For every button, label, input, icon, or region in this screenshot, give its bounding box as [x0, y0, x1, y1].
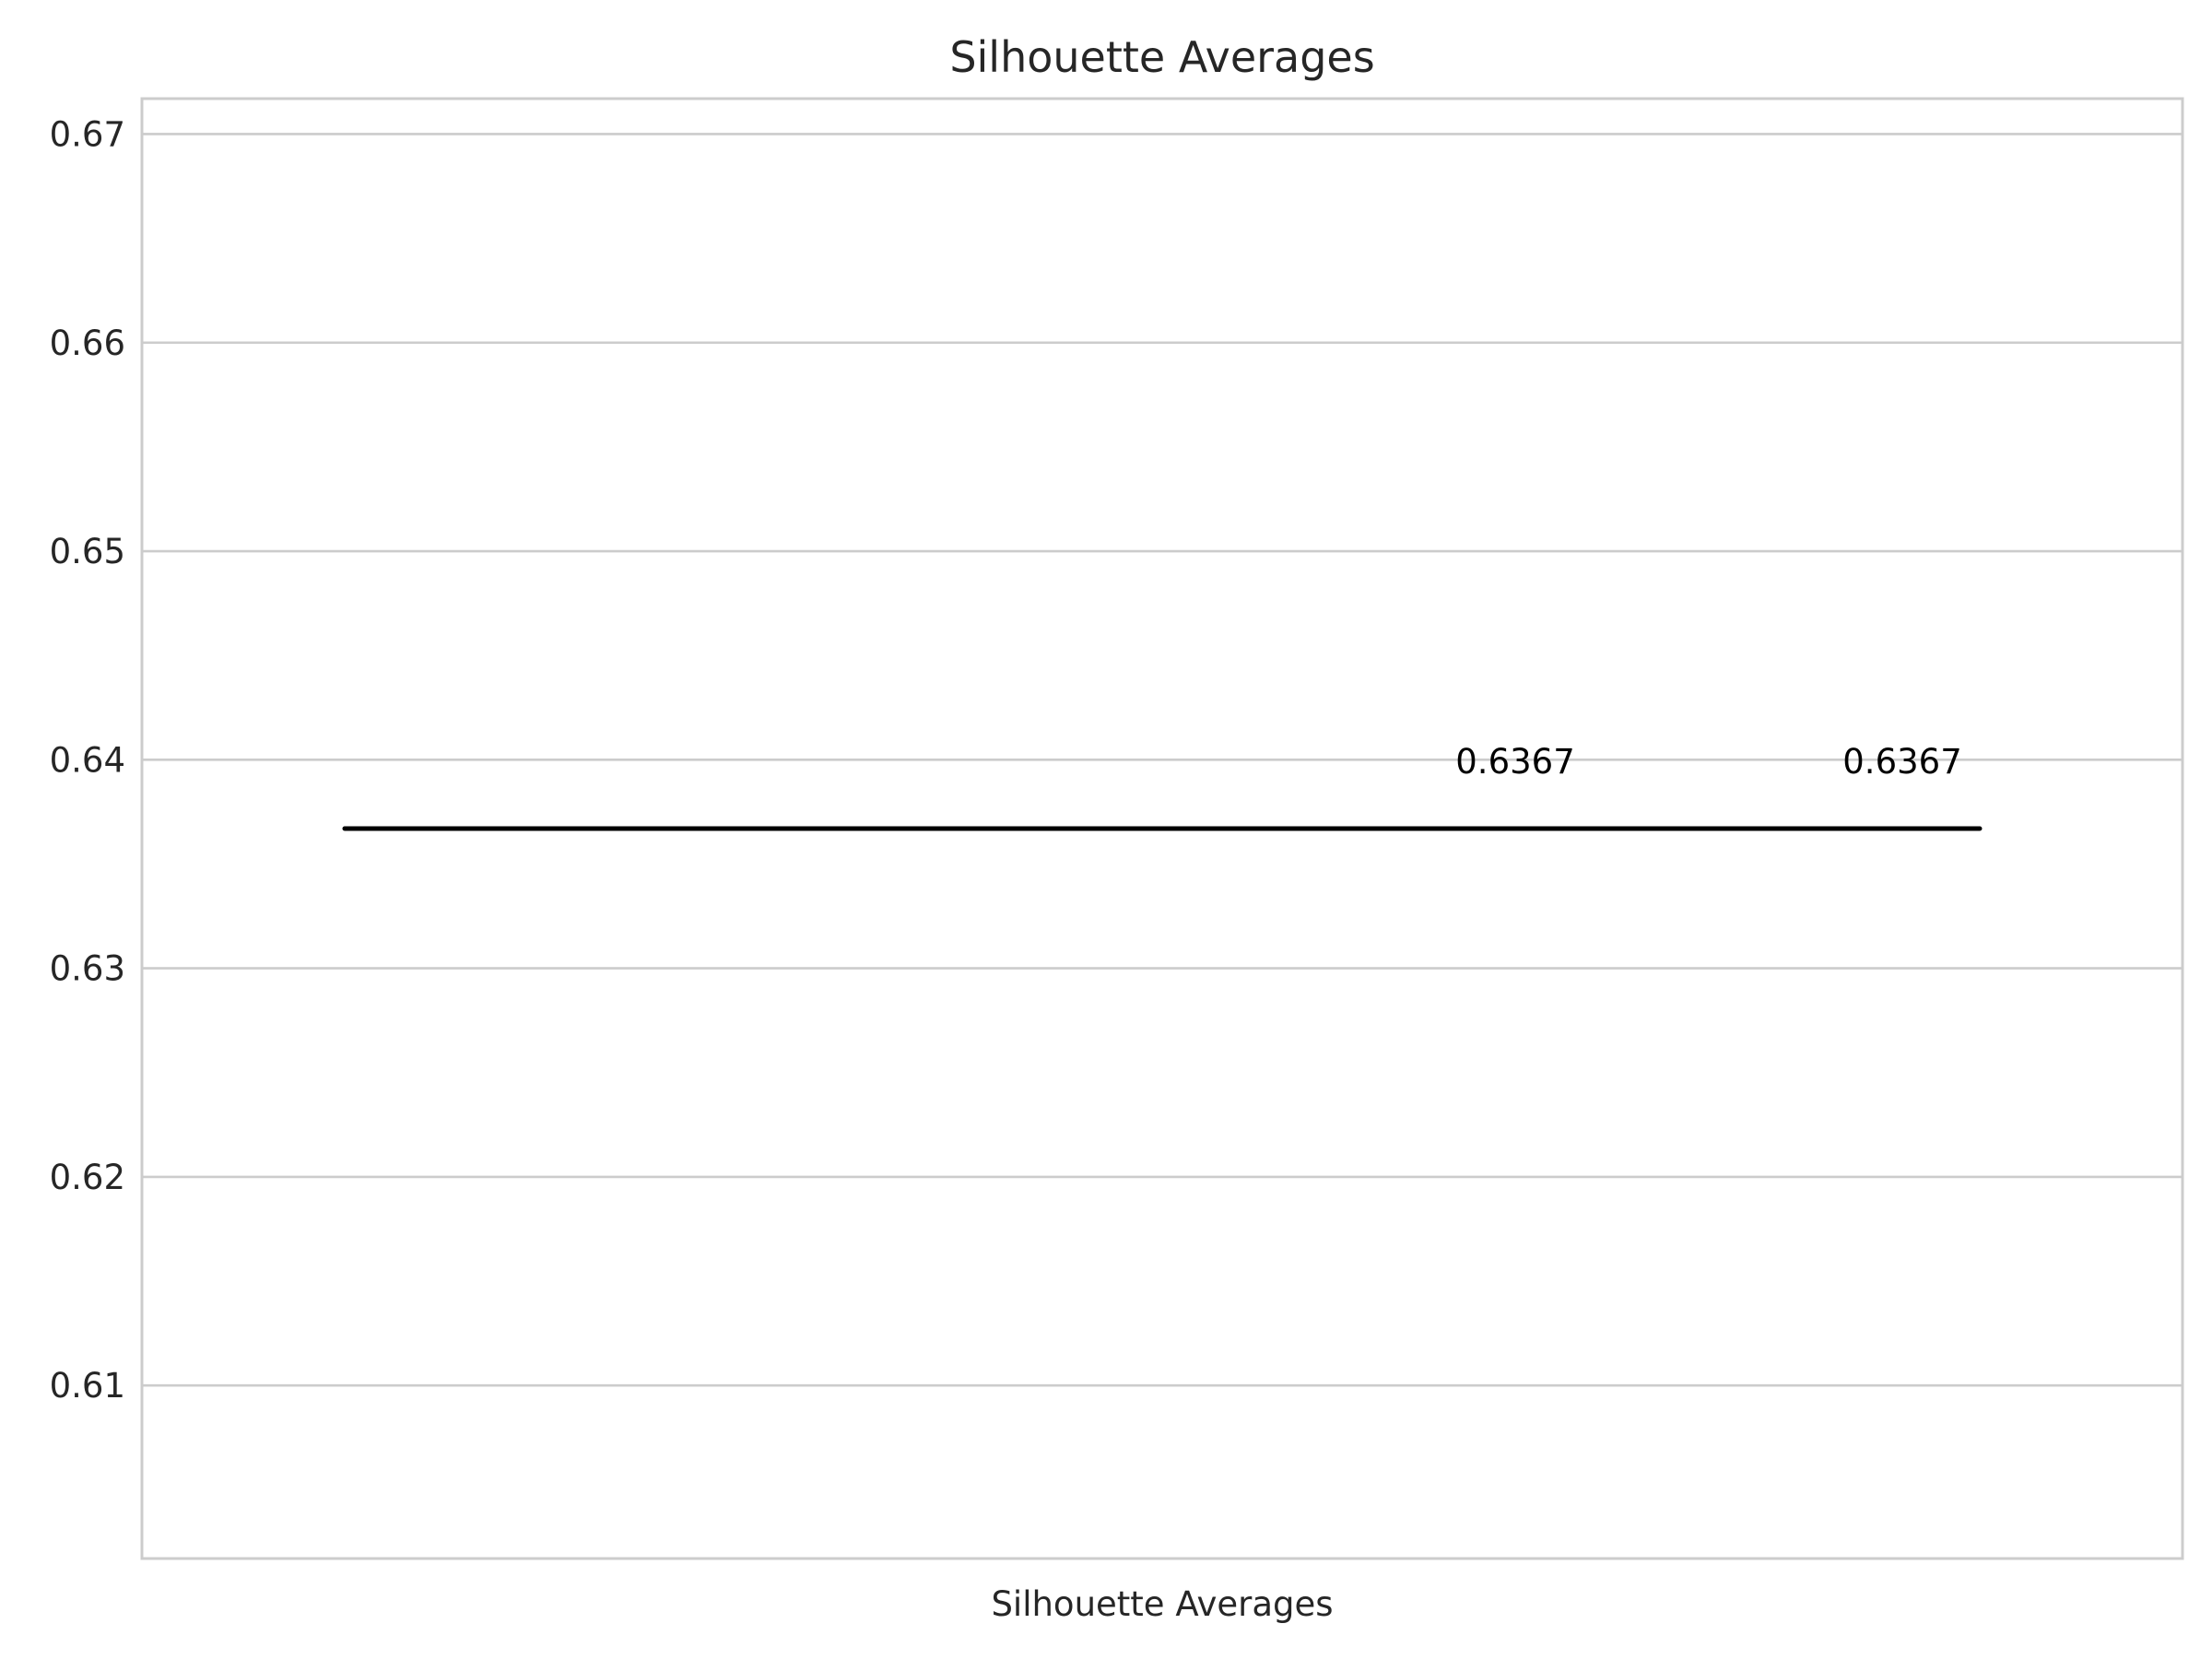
y-tick-label: 0.66: [50, 324, 125, 363]
y-tick-label: 0.61: [50, 1366, 125, 1406]
y-tick-label: 0.62: [50, 1158, 125, 1197]
y-tick-label: 0.67: [50, 114, 125, 154]
x-tick-label: Silhouette Averages: [991, 1584, 1333, 1624]
chart-title: Silhouette Averages: [949, 32, 1374, 82]
data-label-layer: 0.6367 0.6367: [1455, 742, 1961, 782]
data-label: 0.6367: [1455, 742, 1574, 782]
y-tick-label: 0.63: [50, 949, 125, 989]
y-axis-ticks: 0.61 0.62 0.63 0.64 0.65 0.66 0.67: [50, 114, 125, 1406]
y-tick-label: 0.65: [50, 532, 125, 571]
y-tick-label: 0.64: [50, 740, 125, 780]
data-label: 0.6367: [1842, 742, 1961, 782]
